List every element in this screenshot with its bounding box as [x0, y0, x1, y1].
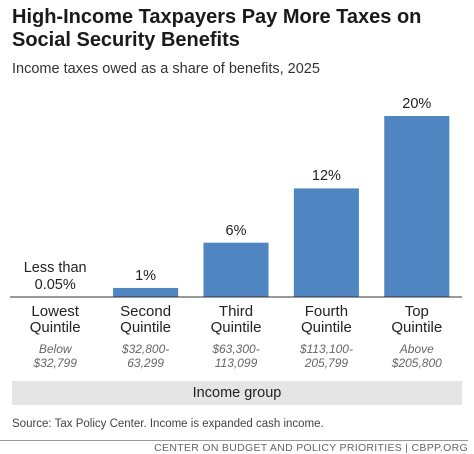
category-range: Above $205,800: [391, 342, 442, 370]
category-range: $63,300-113,099: [212, 342, 260, 370]
chart-title: High-Income Taxpayers Pay More Taxes on …: [12, 6, 422, 51]
bar: [203, 242, 269, 297]
x-tick-label: Second Quintile: [120, 303, 172, 336]
footer: CENTER ON BUDGET AND POLICY PRIORITIES |…: [0, 440, 468, 454]
category-range: $32,800-63,299: [121, 342, 170, 370]
value-label: 1%: [135, 267, 157, 284]
bar: [113, 287, 179, 297]
source-note: Source: Tax Policy Center. Income is exp…: [12, 418, 324, 430]
value-label: 6%: [225, 222, 247, 239]
value-label: 20%: [402, 96, 432, 112]
x-tick-label: Lowest Quintile: [29, 303, 81, 336]
x-tick-label: Top Quintile: [391, 303, 443, 336]
category-range: $113,100-205,799: [299, 342, 353, 370]
x-tick-label: Third Quintile: [210, 303, 262, 336]
x-axis-label: Income group: [12, 381, 462, 405]
bar: [293, 188, 359, 297]
value-label: 12%: [311, 168, 341, 185]
bar: [384, 116, 450, 297]
value-label: Less than 0.05%: [23, 259, 87, 293]
chart-subtitle: Income taxes owed as a share of benefits…: [12, 61, 320, 77]
x-tick-label: Fourth Quintile: [300, 303, 352, 336]
category-range: Below $32,799: [33, 342, 77, 370]
